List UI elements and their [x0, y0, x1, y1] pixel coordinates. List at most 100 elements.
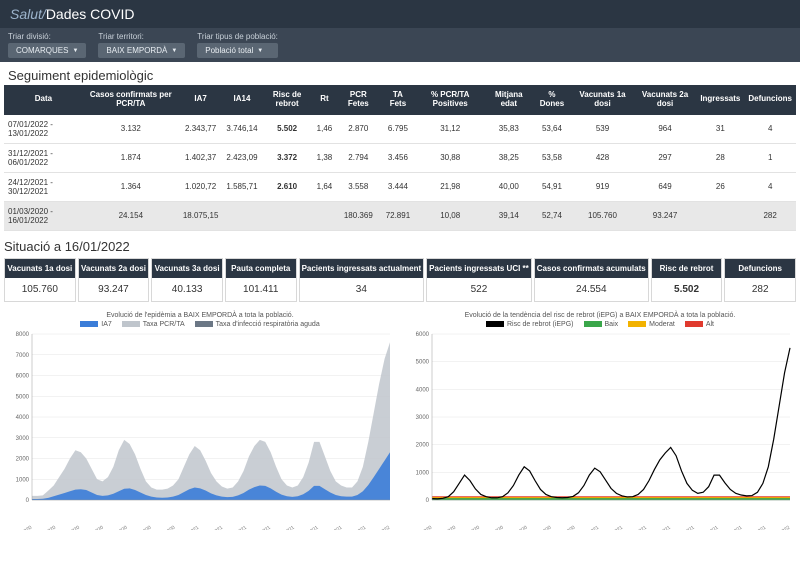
brand-prefix: Salut/: [10, 6, 46, 22]
svg-text:01/05/2020: 01/05/2020: [433, 524, 457, 529]
svg-text:3000: 3000: [16, 435, 30, 441]
svg-text:01/11/2020: 01/11/2020: [529, 524, 553, 529]
summary-card: Vacunats 1a dosi105.760: [4, 258, 76, 302]
card-value: 282: [725, 278, 795, 301]
legend-label: Taxa PCR/TA: [143, 321, 185, 328]
svg-text:01/12/2021: 01/12/2021: [343, 524, 367, 529]
chevron-down-icon: ▼: [171, 48, 177, 54]
table-row: 01/03/2020 - 16/01/202224.15418.075,1518…: [4, 201, 796, 230]
legend-label: Risc de rebrot (iEPG): [507, 321, 574, 328]
svg-text:15/09/2020: 15/09/2020: [505, 524, 529, 529]
card-value: 522: [427, 278, 531, 301]
table-cell: 105.760: [571, 201, 634, 230]
svg-text:7000: 7000: [16, 352, 30, 358]
table-cell: 01/03/2020 - 16/01/2022: [4, 201, 83, 230]
svg-text:15/03/2021: 15/03/2021: [600, 524, 624, 529]
svg-text:16/01/2022: 16/01/2022: [367, 524, 391, 529]
svg-text:15/06/2021: 15/06/2021: [648, 524, 672, 529]
table-cell: 1,46: [313, 115, 337, 144]
table-header: % Dones: [533, 85, 572, 115]
chart1-title: Evolució de l'epidèmia a BAIX EMPORDÀ a …: [4, 312, 396, 319]
table-cell: 297: [634, 143, 697, 172]
summary-card: Risc de rebrot5.502: [651, 258, 723, 302]
situacio-title: Situació a 16/01/2022: [0, 231, 800, 258]
table-cell: 180.369: [336, 201, 380, 230]
svg-text:14/03/2020: 14/03/2020: [409, 524, 433, 529]
card-header: Pacients ingressats UCI **: [427, 259, 531, 278]
table-header: % PCR/TA Positives: [415, 85, 485, 115]
table-cell: 72.891: [380, 201, 415, 230]
legend-item: Taxa PCR/TA: [122, 321, 185, 328]
table-cell: 4: [744, 172, 796, 201]
table-cell: 1.364: [83, 172, 179, 201]
legend-swatch: [584, 321, 602, 327]
table-cell: 40,00: [485, 172, 533, 201]
legend-item: Risc de rebrot (iEPG): [486, 321, 574, 328]
card-value: 40.133: [152, 278, 222, 301]
table-header: Data: [4, 85, 83, 115]
brand-title: Dades COVID: [46, 6, 135, 22]
table-cell: [222, 201, 261, 230]
svg-text:15/10/2020: 15/10/2020: [129, 524, 153, 529]
table-cell: 2.343,77: [179, 115, 223, 144]
summary-card: Vacunats 2a dosi93.247: [78, 258, 150, 302]
svg-text:15/04/2020: 15/04/2020: [33, 524, 57, 529]
card-header: Pacients ingressats actualment: [300, 259, 424, 278]
svg-text:15/04/2021: 15/04/2021: [224, 524, 248, 529]
table-cell: 53,58: [533, 143, 572, 172]
table-cell: 24.154: [83, 201, 179, 230]
table-cell: [262, 201, 313, 230]
card-value: 93.247: [79, 278, 149, 301]
chevron-down-icon: ▼: [72, 48, 78, 54]
table-cell: 964: [634, 115, 697, 144]
table-header: PCR Fetes: [336, 85, 380, 115]
table-cell: 21,98: [415, 172, 485, 201]
svg-text:01/08/2020: 01/08/2020: [481, 524, 505, 529]
svg-text:15/10/2021: 15/10/2021: [319, 524, 343, 529]
svg-text:01/12/2020: 01/12/2020: [152, 524, 176, 529]
svg-text:01/11/2021: 01/11/2021: [720, 524, 744, 529]
legend-item: IA7: [80, 321, 112, 328]
table-cell: 428: [571, 143, 634, 172]
table-cell: 53,64: [533, 115, 572, 144]
table-cell: 2.423,09: [222, 143, 261, 172]
filter-poblacio-dropdown[interactable]: Població total▼: [197, 43, 278, 58]
svg-text:15/06/2020: 15/06/2020: [457, 524, 481, 529]
chart2-legend: Risc de rebrot (iEPG)BaixModeratAlt: [404, 321, 796, 328]
legend-swatch: [80, 321, 98, 327]
card-value: 105.760: [5, 278, 75, 301]
svg-text:4000: 4000: [16, 415, 30, 421]
svg-text:01/09/2021: 01/09/2021: [296, 524, 320, 529]
epi-title: Seguiment epidemiològic: [0, 62, 800, 85]
svg-text:01/09/2020: 01/09/2020: [105, 524, 129, 529]
table-header: Risc de rebrot: [262, 85, 313, 115]
svg-text:15/07/2021: 15/07/2021: [272, 524, 296, 529]
svg-text:15/07/2020: 15/07/2020: [81, 524, 105, 529]
chart2-title: Evolució de la tendència del risc de reb…: [404, 312, 796, 319]
filter-divisio-dropdown[interactable]: COMARQUES▼: [8, 43, 86, 58]
svg-text:01/02/2021: 01/02/2021: [576, 524, 600, 529]
svg-text:2000: 2000: [416, 442, 430, 448]
table-cell: 1.402,37: [179, 143, 223, 172]
table-cell: 539: [571, 115, 634, 144]
svg-text:2000: 2000: [16, 456, 30, 462]
summary-card: Pacients ingressats UCI **522: [426, 258, 532, 302]
svg-text:1000: 1000: [16, 477, 30, 483]
table-cell: 919: [571, 172, 634, 201]
table-cell: 3.746,14: [222, 115, 261, 144]
svg-text:5000: 5000: [416, 359, 430, 365]
filter-bar: Triar divisió: COMARQUES▼ Triar territor…: [0, 28, 800, 62]
filter-territori-dropdown[interactable]: BAIX EMPORDÀ▼: [98, 43, 185, 58]
table-cell: 31/12/2021 - 06/01/2022: [4, 143, 83, 172]
table-cell: 4: [744, 115, 796, 144]
card-value: 24.554: [535, 278, 648, 301]
svg-text:01/03/2021: 01/03/2021: [200, 524, 224, 529]
legend-label: Alt: [706, 321, 714, 328]
svg-text:16/01/2022: 16/01/2022: [767, 524, 791, 529]
card-header: Defuncions: [725, 259, 795, 278]
legend-label: Moderat: [649, 321, 675, 328]
summary-card: Pacients ingressats actualment34: [299, 258, 425, 302]
table-cell: 6.795: [380, 115, 415, 144]
table-cell: 39,14: [485, 201, 533, 230]
legend-swatch: [122, 321, 140, 327]
